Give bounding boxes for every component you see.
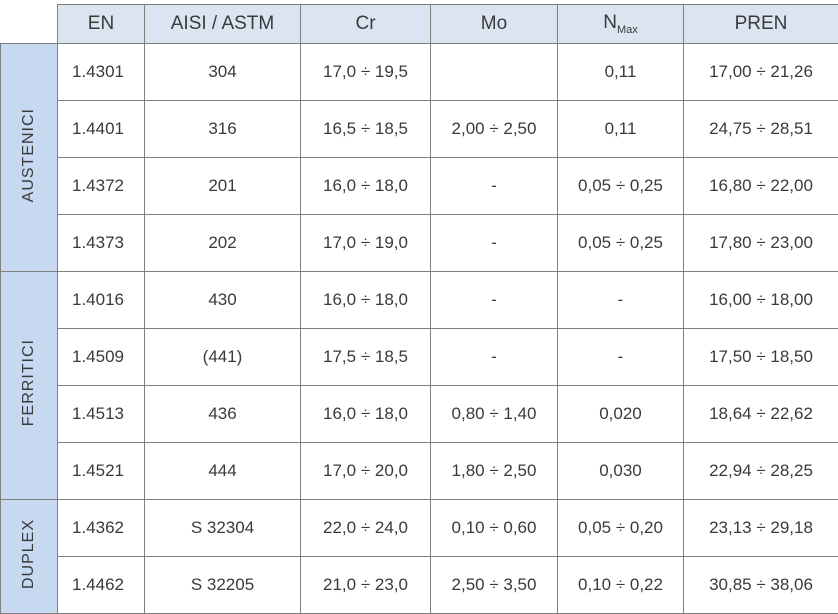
group-label: FERRITICI — [20, 339, 37, 427]
cell: (441) — [144, 328, 301, 386]
cell: 16,80 ÷ 22,00 — [683, 157, 838, 215]
cell: 16,00 ÷ 18,00 — [683, 271, 838, 329]
cell: 1.4401 — [57, 100, 145, 158]
cell: 0,05 ÷ 0,25 — [557, 157, 684, 215]
steel-table: EN AISI / ASTM Cr Mo NMax PREN AUSTENICI 1.430… — [0, 4, 838, 614]
cell: 0,020 — [557, 385, 684, 443]
cell: S 32304 — [144, 499, 301, 557]
cell: 0,11 — [557, 100, 684, 158]
table-container: EN AISI / ASTM Cr Mo NMax PREN AUSTENICI 1.430… — [0, 4, 838, 614]
header-main: N — [603, 12, 617, 34]
group-label: DUPLEX — [20, 518, 37, 590]
cell: 1,80 ÷ 2,50 — [430, 442, 558, 500]
group-label-cell: FERRITICI — [0, 271, 58, 500]
table-row: 1.4521 444 17,0 ÷ 20,0 1,80 ÷ 2,50 0,030 22,9… — [1, 442, 838, 500]
cell: - — [430, 328, 558, 386]
cell: 22,94 ÷ 28,25 — [683, 442, 838, 500]
cell: 0,05 ÷ 0,20 — [557, 499, 684, 557]
cell: 1.4301 — [57, 43, 145, 101]
cell: - — [430, 157, 558, 215]
table-row: 1.4401 316 16,5 ÷ 18,5 2,00 ÷ 2,50 0,11 24,75… — [1, 100, 838, 158]
cell: - — [557, 271, 684, 329]
cell: 1.4372 — [57, 157, 145, 215]
cell: 16,0 ÷ 18,0 — [300, 271, 431, 329]
column-header: NMax — [557, 4, 684, 44]
cell: 2,50 ÷ 3,50 — [430, 556, 558, 614]
cell: 436 — [144, 385, 301, 443]
cell: 2,00 ÷ 2,50 — [430, 100, 558, 158]
cell: 1.4521 — [57, 442, 145, 500]
table-row: DUPLEX 1.4362 S 32304 22,0 ÷ 24,0 0,10 ÷ 0,6… — [0, 499, 838, 614]
cell: 23,13 ÷ 29,18 — [683, 499, 838, 557]
table-row: 1.4373 202 17,0 ÷ 19,0-0,05 ÷ 0,25 17,80 ÷ … — [1, 214, 838, 272]
cell: 304 — [144, 43, 301, 101]
header-row: EN AISI / ASTM Cr Mo NMax PREN — [0, 4, 838, 44]
cell: 22,0 ÷ 24,0 — [300, 499, 431, 557]
cell: 21,0 ÷ 23,0 — [300, 556, 431, 614]
cell: 18,64 ÷ 22,62 — [683, 385, 838, 443]
cell: 0,030 — [557, 442, 684, 500]
cell: 1.4373 — [57, 214, 145, 272]
column-header: AISI / ASTM — [144, 4, 301, 44]
cell: 30,85 ÷ 38,06 — [683, 556, 838, 614]
cell: 17,0 ÷ 19,5 — [300, 43, 431, 101]
table-row: 1.4513 436 16,0 ÷ 18,0 0,80 ÷ 1,40 0,020 18,6… — [1, 385, 838, 443]
table-row: 1.4462 S 32205 21,0 ÷ 23,0 2,50 ÷ 3,50 0,10 … — [1, 556, 838, 614]
table-row: FERRITICI 1.4016 430 16,0 ÷ 18,0- -16,00 ÷ 1… — [0, 271, 838, 500]
group-label-cell: AUSTENICI — [0, 43, 58, 272]
column-header: Cr — [300, 4, 431, 44]
cell: 202 — [144, 214, 301, 272]
column-header: EN — [57, 4, 145, 44]
table-row: AUSTENICI 1.4301 304 17,0 ÷ 19,5 0,11 17,00 ÷… — [0, 43, 838, 272]
cell: 0,80 ÷ 1,40 — [430, 385, 558, 443]
cell — [430, 43, 558, 101]
cell: 17,80 ÷ 23,00 — [683, 214, 838, 272]
cell: - — [557, 328, 684, 386]
cell: 0,10 ÷ 0,22 — [557, 556, 684, 614]
column-header: Mo — [430, 4, 558, 44]
cell: 17,50 ÷ 18,50 — [683, 328, 838, 386]
cell: 16,5 ÷ 18,5 — [300, 100, 431, 158]
cell: 430 — [144, 271, 301, 329]
corner — [0, 4, 58, 44]
cell: 0,05 ÷ 0,25 — [557, 214, 684, 272]
group-label: AUSTENICI — [20, 107, 37, 203]
cell: 1.4462 — [57, 556, 145, 614]
cell: 444 — [144, 442, 301, 500]
cell: 0,10 ÷ 0,60 — [430, 499, 558, 557]
cell: 16,0 ÷ 18,0 — [300, 385, 431, 443]
cell: 1.4362 — [57, 499, 145, 557]
cell: 1.4016 — [57, 271, 145, 329]
cell: 201 — [144, 157, 301, 215]
cell: 1.4509 — [57, 328, 145, 386]
cell: 17,5 ÷ 18,5 — [300, 328, 431, 386]
group-label-cell: DUPLEX — [0, 499, 58, 614]
cell: 316 — [144, 100, 301, 158]
table-row: 1.4509 (441) 17,5 ÷ 18,5- -17,50 ÷ 18,50 — [1, 328, 838, 386]
cell: 17,0 ÷ 19,0 — [300, 214, 431, 272]
cell: - — [430, 271, 558, 329]
cell: 17,00 ÷ 21,26 — [683, 43, 838, 101]
table-row: 1.4372 201 16,0 ÷ 18,0-0,05 ÷ 0,25 16,80 ÷ … — [1, 157, 838, 215]
cell: - — [430, 214, 558, 272]
cell: 24,75 ÷ 28,51 — [683, 100, 838, 158]
cell: 16,0 ÷ 18,0 — [300, 157, 431, 215]
cell: 0,11 — [557, 43, 684, 101]
cell: 1.4513 — [57, 385, 145, 443]
cell: 17,0 ÷ 20,0 — [300, 442, 431, 500]
cell: S 32205 — [144, 556, 301, 614]
column-header: PREN — [683, 4, 838, 44]
header-sub: Max — [616, 23, 638, 36]
